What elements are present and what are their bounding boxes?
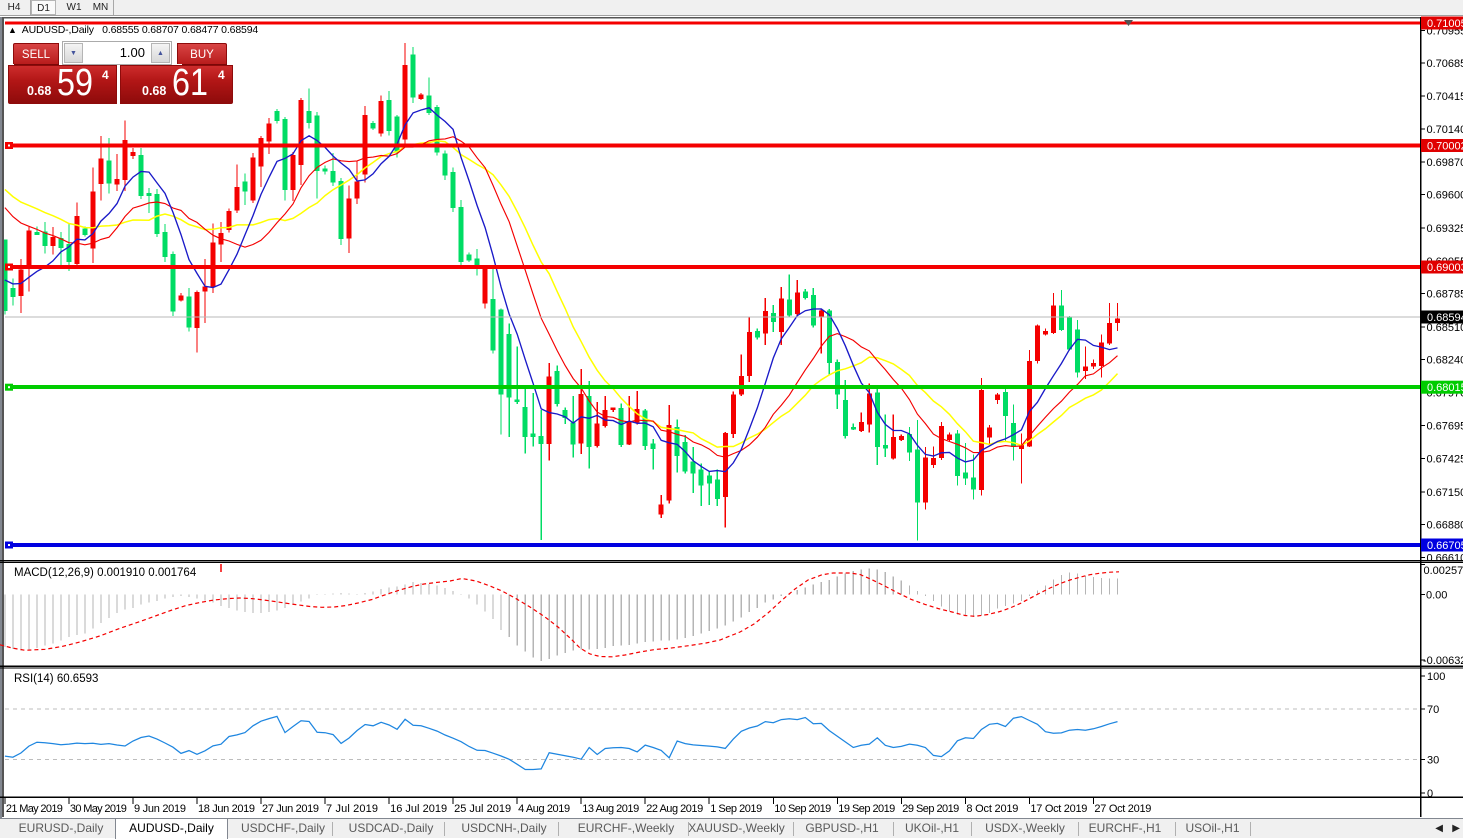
svg-text:0.68015: 0.68015 (1427, 382, 1463, 394)
svg-text:27 Jun 2019: 27 Jun 2019 (262, 803, 319, 815)
svg-text:0: 0 (1427, 788, 1433, 800)
svg-text:0.71005: 0.71005 (1427, 18, 1463, 30)
svg-text:17 Oct 2019: 17 Oct 2019 (1030, 803, 1087, 815)
svg-text:1 Sep 2019: 1 Sep 2019 (710, 803, 762, 815)
svg-text:70: 70 (1427, 704, 1439, 716)
svg-text:29 Sep 2019: 29 Sep 2019 (902, 803, 959, 815)
svg-text:4 Aug 2019: 4 Aug 2019 (518, 803, 570, 815)
svg-text:16 Jul 2019: 16 Jul 2019 (390, 803, 447, 815)
svg-text:0.69600: 0.69600 (1427, 190, 1463, 202)
svg-text:0.70140: 0.70140 (1427, 124, 1463, 136)
svg-text:0.68240: 0.68240 (1427, 355, 1463, 367)
svg-text:0.66705: 0.66705 (1427, 540, 1463, 552)
svg-text:10 Sep 2019: 10 Sep 2019 (774, 803, 831, 815)
svg-text:0.67150: 0.67150 (1427, 487, 1463, 499)
svg-text:100: 100 (1427, 671, 1445, 683)
svg-text:0.68594: 0.68594 (1427, 312, 1463, 324)
svg-text:30 May 2019: 30 May 2019 (70, 803, 127, 815)
svg-text:0.69003: 0.69003 (1427, 262, 1463, 274)
svg-text:RSI(14) 60.6593: RSI(14) 60.6593 (14, 673, 98, 685)
svg-text:0.70002: 0.70002 (1427, 141, 1463, 153)
svg-text:MACD(12,26,9) 0.001910 0.00176: MACD(12,26,9) 0.001910 0.001764 (14, 567, 197, 579)
svg-text:0.00: 0.00 (1426, 589, 1447, 601)
svg-text:0.66610: 0.66610 (1427, 552, 1463, 564)
svg-text:0.69325: 0.69325 (1427, 223, 1463, 235)
svg-text:21 May 2019: 21 May 2019 (6, 803, 63, 815)
svg-text:0.69870: 0.69870 (1427, 157, 1463, 169)
svg-text:0.67695: 0.67695 (1427, 421, 1463, 433)
svg-text:0.66880: 0.66880 (1427, 520, 1463, 532)
svg-text:22 Aug 2019: 22 Aug 2019 (646, 803, 703, 815)
svg-text:7 Jul 2019: 7 Jul 2019 (326, 803, 378, 815)
svg-text:0.70415: 0.70415 (1427, 91, 1463, 103)
svg-text:13 Aug 2019: 13 Aug 2019 (582, 803, 639, 815)
svg-text:0.68785: 0.68785 (1427, 289, 1463, 301)
svg-text:8 Oct 2019: 8 Oct 2019 (966, 803, 1018, 815)
svg-text:25 Jul 2019: 25 Jul 2019 (454, 803, 511, 815)
svg-text:0.70685: 0.70685 (1427, 58, 1463, 70)
svg-text:27 Oct 2019: 27 Oct 2019 (1094, 803, 1151, 815)
svg-text:-0.006326: -0.006326 (1423, 655, 1463, 667)
svg-text:9 Jun 2019: 9 Jun 2019 (134, 803, 186, 815)
svg-text:18 Jun 2019: 18 Jun 2019 (198, 803, 255, 815)
svg-text:19 Sep 2019: 19 Sep 2019 (838, 803, 895, 815)
svg-text:0.002574: 0.002574 (1424, 565, 1463, 577)
svg-text:0.67425: 0.67425 (1427, 454, 1463, 466)
svg-text:30: 30 (1427, 755, 1439, 767)
